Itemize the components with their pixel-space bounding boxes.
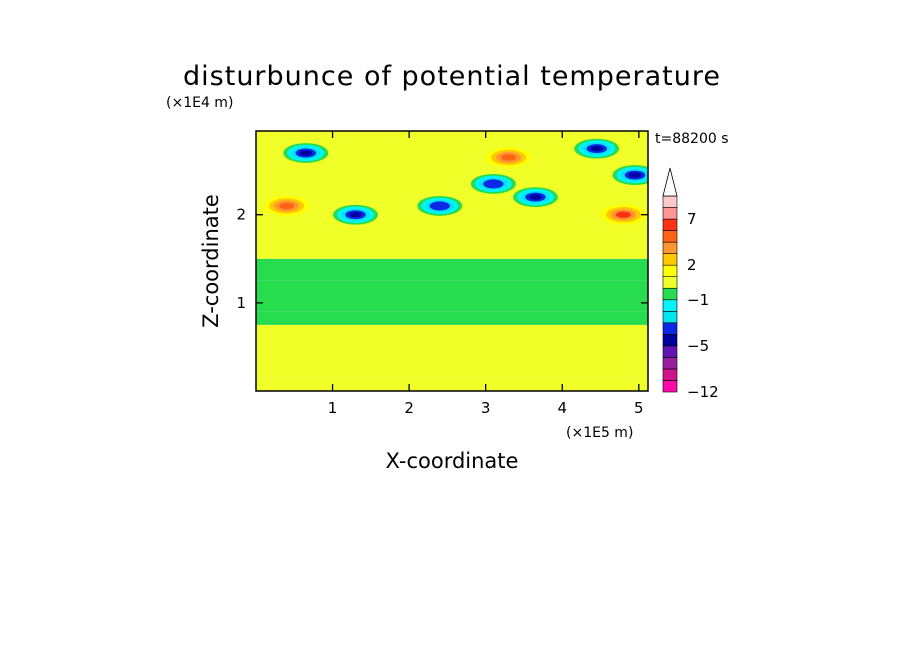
field-extremum-9-level-3 bbox=[501, 154, 517, 161]
y-unit-label: (×1E4 m) bbox=[166, 95, 233, 111]
plot-frame bbox=[255, 130, 649, 392]
colorbar-swatch-8 bbox=[662, 287, 678, 301]
colorbar-swatch-9 bbox=[662, 276, 678, 289]
x-tick-label-5: 5 bbox=[634, 399, 644, 417]
colorbar-swatch-3 bbox=[662, 345, 678, 358]
colorbar-swatch-10 bbox=[662, 264, 678, 278]
colorbar-swatch-16 bbox=[662, 195, 678, 208]
colorbar-label-1: −5 bbox=[687, 337, 709, 355]
x-unit-label: (×1E5 m) bbox=[566, 425, 633, 441]
field-extremum-8-level-3 bbox=[279, 202, 295, 210]
field-band-0 bbox=[256, 377, 648, 391]
contour-field bbox=[256, 131, 648, 391]
field-extremum-5-level-3 bbox=[616, 211, 631, 219]
colorbar-swatch-11 bbox=[662, 253, 678, 266]
colorbar-swatch-5 bbox=[662, 322, 678, 335]
y-axis-label: Z-coordinate bbox=[199, 194, 223, 328]
field-extremum-4-level-4 bbox=[487, 181, 500, 187]
colorbar-swatch-4 bbox=[662, 334, 678, 347]
field-extremum-7-level-4 bbox=[433, 203, 446, 209]
field-band-4 bbox=[256, 258, 648, 281]
colorbar-swatch-15 bbox=[662, 207, 678, 220]
colorbar-label-4: 7 bbox=[687, 210, 697, 228]
x-axis-label: X-coordinate bbox=[386, 449, 519, 473]
colorbar-swatch-12 bbox=[662, 241, 678, 254]
colorbar-swatch-6 bbox=[662, 310, 678, 324]
x-tick-label-2: 2 bbox=[404, 399, 414, 417]
colorbar: −12−5−127 bbox=[662, 167, 719, 401]
field-extremum-6-level-4 bbox=[349, 212, 362, 218]
field-extremum-2-level-4 bbox=[628, 172, 642, 178]
field-band-3 bbox=[256, 280, 648, 312]
field-band-2 bbox=[256, 311, 648, 325]
chart-title: disturbunce of potential temperature bbox=[183, 61, 721, 92]
colorbar-swatch-1 bbox=[662, 368, 678, 381]
colorbar-label-3: 2 bbox=[687, 256, 697, 274]
colorbar-swatch-13 bbox=[662, 230, 678, 243]
field-band-1 bbox=[256, 324, 648, 378]
field-extremum-0-level-4 bbox=[299, 150, 312, 156]
colorbar-extend-arrow bbox=[662, 167, 678, 197]
y-tick-label-1: 1 bbox=[236, 294, 246, 312]
field-extremum-3-level-4 bbox=[529, 194, 542, 200]
y-tick-label-2: 2 bbox=[236, 206, 246, 224]
field-extremum-1-level-4 bbox=[590, 145, 603, 152]
colorbar-label-2: −1 bbox=[687, 291, 709, 309]
y-axis: 12 bbox=[236, 206, 648, 312]
x-tick-label-4: 4 bbox=[557, 399, 567, 417]
colorbar-label-0: −12 bbox=[687, 383, 719, 401]
colorbar-swatch-7 bbox=[662, 299, 678, 312]
colorbar-swatch-14 bbox=[662, 218, 678, 231]
colorbar-swatch-0 bbox=[662, 380, 678, 393]
colorbar-swatch-2 bbox=[662, 357, 678, 370]
x-tick-label-3: 3 bbox=[481, 399, 491, 417]
x-tick-label-1: 1 bbox=[328, 399, 338, 417]
x-axis: 1 2 3 4 5 bbox=[328, 131, 644, 417]
time-label: t=88200 s bbox=[655, 131, 729, 147]
